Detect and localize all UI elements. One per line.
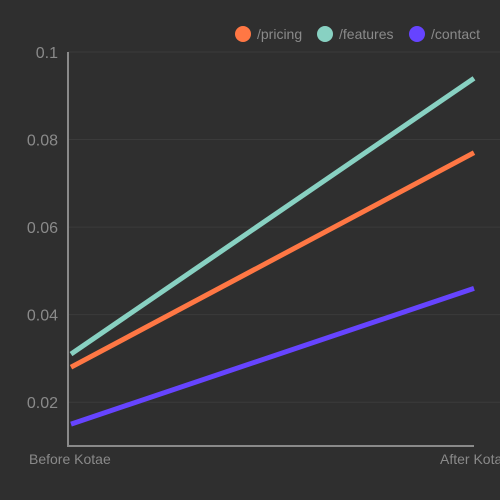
- axes: [67, 52, 474, 447]
- legend-label: /contact: [431, 26, 480, 42]
- legend-item[interactable]: /contact: [409, 26, 480, 42]
- legend-swatch: [409, 26, 425, 42]
- y-tick-label: 0.08: [27, 133, 58, 150]
- x-axis-ticks: Before Kotae After Kotae: [29, 451, 500, 467]
- y-tick-label: 0.1: [36, 45, 58, 62]
- x-tick-label: After Kotae: [440, 451, 500, 467]
- series-lines: [69, 76, 476, 427]
- legend-item[interactable]: /features: [317, 26, 393, 42]
- series-line-contact: [70, 286, 475, 427]
- y-axis-ticks: 0.02 0.04 0.06 0.08 0.1: [27, 45, 58, 412]
- legend: /pricing/features/contact: [235, 26, 480, 42]
- legend-label: /features: [339, 26, 393, 42]
- y-tick-label: 0.04: [27, 308, 58, 325]
- series-line-features: [69, 76, 476, 357]
- legend-item[interactable]: /pricing: [235, 26, 302, 42]
- y-tick-label: 0.02: [27, 395, 58, 412]
- legend-swatch: [317, 26, 333, 42]
- y-tick-label: 0.06: [27, 220, 58, 237]
- legend-swatch: [235, 26, 251, 42]
- series-line-pricing: [69, 150, 476, 370]
- gridlines: [68, 51, 500, 403]
- legend-label: /pricing: [257, 26, 302, 42]
- x-tick-label: Before Kotae: [29, 451, 111, 467]
